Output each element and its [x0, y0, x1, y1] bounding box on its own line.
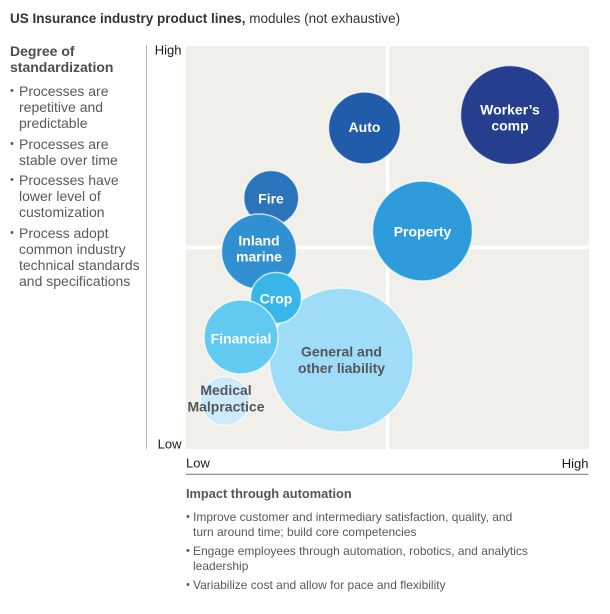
svg-text:Low: Low [186, 456, 210, 471]
svg-text:marine: marine [236, 249, 282, 265]
svg-text:Medical: Medical [200, 382, 251, 398]
svg-text:Property: Property [394, 224, 452, 240]
svg-text:Crop: Crop [260, 291, 293, 307]
svg-text:High: High [155, 43, 182, 58]
svg-text:Financial: Financial [211, 331, 272, 347]
svg-text:Worker’s: Worker’s [480, 102, 540, 118]
svg-text:General and: General and [301, 344, 382, 360]
svg-text:High: High [562, 456, 589, 471]
svg-text:Fire: Fire [258, 190, 284, 206]
svg-text:other liability: other liability [298, 360, 385, 376]
svg-text:Inland: Inland [238, 233, 279, 249]
svg-text:comp: comp [491, 118, 528, 134]
svg-text:Malpractice: Malpractice [187, 399, 264, 415]
svg-text:Low: Low [158, 437, 182, 452]
svg-text:Auto: Auto [349, 119, 381, 135]
